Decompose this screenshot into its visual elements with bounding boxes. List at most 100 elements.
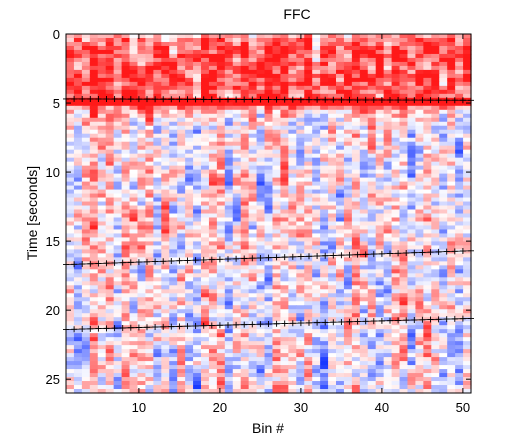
heatmap-cell <box>367 341 377 346</box>
heatmap-cell <box>343 333 353 338</box>
heatmap-cell <box>185 233 194 239</box>
heatmap-cell <box>359 389 369 394</box>
heatmap-cell <box>105 153 115 159</box>
heatmap-cell <box>240 261 250 266</box>
heatmap-cell <box>423 321 432 326</box>
heatmap-cell <box>129 157 139 163</box>
heatmap-cell <box>383 357 393 362</box>
heatmap-cell <box>153 361 162 366</box>
heatmap-cell <box>97 377 107 382</box>
heatmap-cell <box>463 165 472 171</box>
heatmap-cell <box>336 137 345 143</box>
heatmap-cell <box>375 173 385 179</box>
heatmap-cell <box>177 233 186 239</box>
heatmap-cell <box>185 317 194 322</box>
heatmap-cell <box>177 141 186 147</box>
heatmap-cell <box>201 105 210 111</box>
heatmap-cell <box>455 217 464 223</box>
heatmap-cell <box>121 177 131 183</box>
heatmap-cell <box>288 261 297 266</box>
heatmap-cell <box>415 245 424 250</box>
heatmap-cell <box>320 109 329 115</box>
heatmap-cell <box>113 361 123 366</box>
heatmap-cell <box>193 113 202 119</box>
heatmap-cell <box>177 93 186 99</box>
heatmap-cell <box>280 349 289 354</box>
heatmap-cell <box>256 385 266 390</box>
heatmap-cell <box>280 145 289 151</box>
plus-marker <box>135 259 142 266</box>
heatmap-cell <box>415 129 424 135</box>
heatmap-cell <box>137 241 147 247</box>
heatmap-cell <box>169 97 178 103</box>
heatmap-cell <box>391 373 401 378</box>
heatmap-cell <box>81 221 91 227</box>
heatmap-cell <box>240 213 250 219</box>
heatmap-cell <box>248 389 258 394</box>
heatmap-cell <box>121 149 131 155</box>
heatmap-cell <box>232 329 242 334</box>
heatmap-cell <box>264 345 274 350</box>
heatmap-cell <box>312 273 321 278</box>
heatmap-cell <box>224 313 234 318</box>
heatmap-cell <box>304 325 313 330</box>
heatmap-cell <box>177 237 186 243</box>
heatmap-cell <box>272 301 282 306</box>
heatmap-cell <box>66 197 75 203</box>
heatmap-cell <box>455 305 464 310</box>
heatmap-cell <box>264 149 274 155</box>
heatmap-cell <box>256 365 266 370</box>
plus-marker <box>273 96 280 103</box>
heatmap-cell <box>431 373 440 378</box>
heatmap-cell <box>383 117 393 123</box>
heatmap-cell <box>280 313 289 318</box>
heatmap-cell <box>240 45 250 51</box>
heatmap-cell <box>447 117 456 123</box>
heatmap-cell <box>89 277 99 282</box>
heatmap-cell <box>351 373 361 378</box>
heatmap-cell <box>359 109 369 115</box>
heatmap-cell <box>391 105 401 111</box>
heatmap-cell <box>81 357 91 362</box>
heatmap-cell <box>447 201 456 207</box>
heatmap-cell <box>66 189 75 195</box>
heatmap-cell <box>208 145 218 151</box>
heatmap-cell <box>240 121 250 127</box>
heatmap-cell <box>169 333 178 338</box>
heatmap-cell <box>272 77 282 83</box>
heatmap-cell <box>391 205 401 211</box>
heatmap-cell <box>312 289 321 294</box>
heatmap-cell <box>97 325 107 330</box>
heatmap-cell <box>177 269 186 274</box>
heatmap-cell <box>105 85 115 91</box>
heatmap-cell <box>359 353 369 358</box>
heatmap-cell <box>89 93 99 99</box>
heatmap-cell <box>208 169 218 175</box>
heatmap-cell <box>145 281 154 286</box>
heatmap-cell <box>264 377 274 382</box>
heatmap-cell <box>81 133 91 139</box>
heatmap-cell <box>320 153 329 159</box>
heatmap-cell <box>447 69 456 75</box>
heatmap-cell <box>328 245 337 250</box>
heatmap-cell <box>193 161 202 167</box>
heatmap-cell <box>81 369 91 374</box>
heatmap-cell <box>232 261 242 266</box>
heatmap-cell <box>399 133 409 139</box>
heatmap-cell <box>359 221 369 227</box>
heatmap-cell <box>81 57 91 63</box>
plus-marker <box>314 319 321 326</box>
heatmap-cell <box>320 161 329 167</box>
heatmap-cell <box>73 321 83 326</box>
heatmap-cell <box>153 225 162 231</box>
heatmap-cell <box>121 157 131 163</box>
heatmap-cell <box>113 125 123 131</box>
heatmap-cell <box>169 361 178 366</box>
heatmap-cell <box>208 109 218 115</box>
heatmap-cell <box>391 245 401 250</box>
heatmap-cell <box>240 133 250 139</box>
heatmap-cell <box>121 269 131 274</box>
heatmap-cell <box>264 77 274 83</box>
heatmap-cell <box>145 357 154 362</box>
